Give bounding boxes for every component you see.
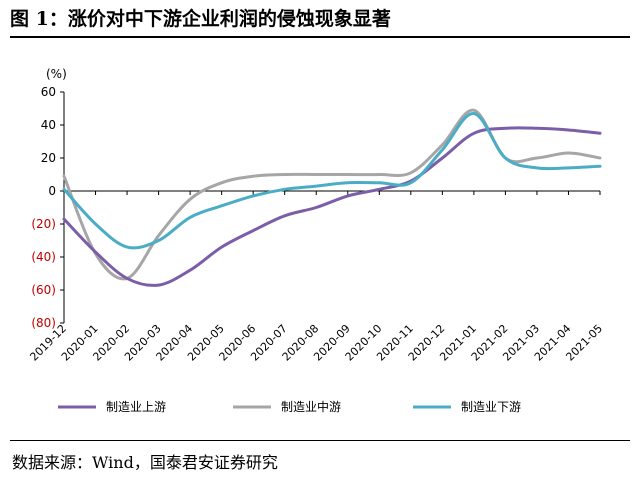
legend-label: 制造业中游 <box>281 399 341 414</box>
y-tick-label: 60 <box>41 85 56 99</box>
y-tick-label: (80) <box>31 316 56 330</box>
y-tick-label: 40 <box>41 118 56 132</box>
legend-label: 制造业下游 <box>461 400 521 414</box>
series-line-downstream <box>62 112 602 250</box>
y-tick-label: 0 <box>48 184 56 198</box>
chart-title: 图 1：涨价对中下游企业利润的侵蚀现象显著 <box>10 8 391 30</box>
y-tick-label: (40) <box>31 250 56 264</box>
y-tick-label: (60) <box>31 283 56 297</box>
y-tick-label: 20 <box>41 151 56 165</box>
legend-label: 制造业上游 <box>106 400 166 414</box>
title-rule <box>10 36 630 38</box>
source-note: 数据来源：Wind，国泰君安证券研究 <box>12 453 278 472</box>
series-line-upstream <box>62 126 602 287</box>
y-tick-label: (20) <box>31 217 56 231</box>
y-unit-label: (%) <box>46 67 67 81</box>
line-chart: (%)6040200(20)(40)(60)(80)2019-122020-01… <box>27 67 605 414</box>
series-line-midstream <box>62 108 602 281</box>
source-rule <box>10 440 630 441</box>
